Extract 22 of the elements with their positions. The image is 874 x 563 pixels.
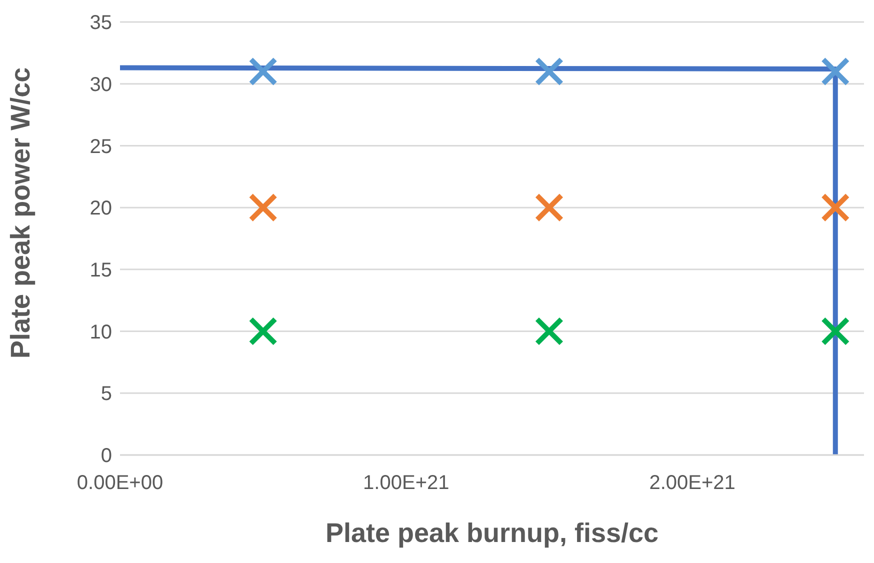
y-tick-label: 10 — [90, 321, 112, 344]
y-axis-title: Plate peak power W/cc — [6, 67, 36, 358]
y-tick-label: 20 — [90, 198, 112, 220]
y-tick-label: 30 — [90, 74, 112, 96]
point — [534, 316, 564, 346]
y-tick-label: 5 — [100, 383, 112, 406]
point — [820, 316, 850, 346]
point — [248, 316, 278, 346]
x-axis-title: Plate peak burnup, fiss/cc — [325, 518, 659, 548]
y-tick-label: 25 — [90, 136, 112, 158]
point — [534, 56, 564, 86]
y-tick-label: 15 — [90, 260, 112, 282]
x-tick-label: 2.00E+21 — [649, 472, 736, 494]
y-tick-label: 0 — [100, 445, 112, 468]
x-tick-label: 1.00E+21 — [363, 472, 450, 494]
point — [248, 56, 278, 86]
point — [248, 193, 278, 222]
point — [820, 193, 850, 222]
point — [820, 56, 850, 86]
x-tick-label: 0.00E+00 — [76, 472, 164, 494]
y-tick-label: 35 — [90, 12, 112, 34]
point — [534, 193, 564, 222]
